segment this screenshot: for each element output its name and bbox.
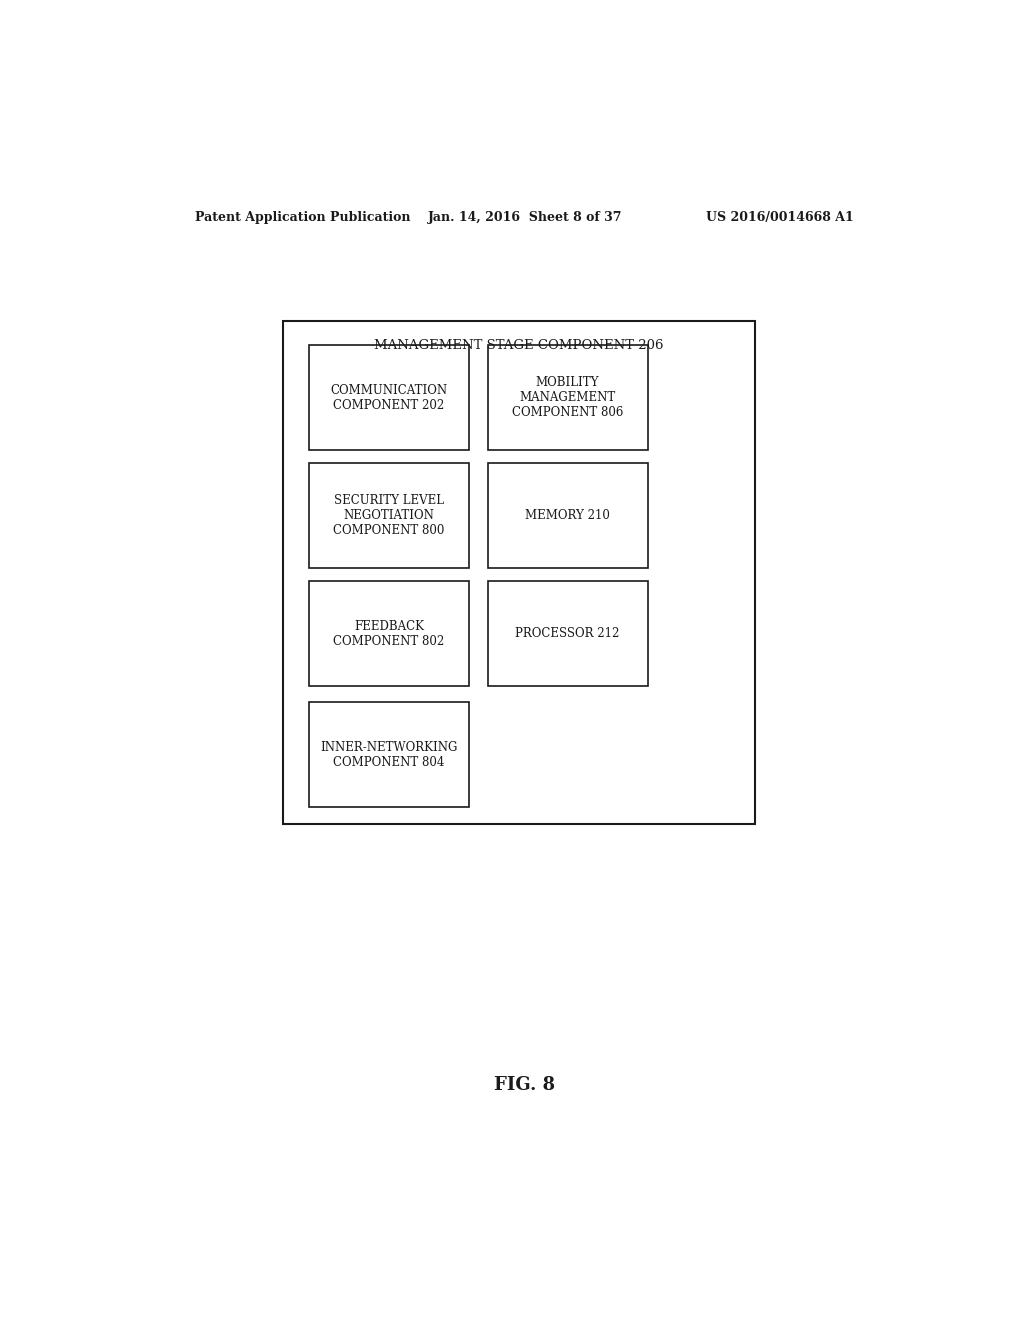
Bar [283, 321, 755, 824]
Bar [309, 463, 469, 568]
Text: MANAGEMENT STAGE COMPONENT 206: MANAGEMENT STAGE COMPONENT 206 [374, 339, 664, 352]
Text: SECURITY LEVEL
NEGOTIATION
COMPONENT 800: SECURITY LEVEL NEGOTIATION COMPONENT 800 [334, 494, 444, 537]
Bar [309, 581, 469, 686]
Text: PROCESSOR 212: PROCESSOR 212 [515, 627, 620, 640]
Text: MOBILITY
MANAGEMENT
COMPONENT 806: MOBILITY MANAGEMENT COMPONENT 806 [512, 376, 624, 420]
Text: Jan. 14, 2016  Sheet 8 of 37: Jan. 14, 2016 Sheet 8 of 37 [428, 211, 622, 224]
Text: COMMUNICATION
COMPONENT 202: COMMUNICATION COMPONENT 202 [331, 384, 447, 412]
Text: MEMORY 210: MEMORY 210 [525, 510, 610, 523]
Text: FEEDBACK
COMPONENT 802: FEEDBACK COMPONENT 802 [334, 619, 444, 648]
Bar [487, 581, 648, 686]
Bar [487, 463, 648, 568]
Text: US 2016/0014668 A1: US 2016/0014668 A1 [707, 211, 854, 224]
Text: FIG. 8: FIG. 8 [495, 1076, 555, 1094]
Bar [487, 346, 648, 450]
Text: Patent Application Publication: Patent Application Publication [196, 211, 411, 224]
Text: INNER-NETWORKING
COMPONENT 804: INNER-NETWORKING COMPONENT 804 [321, 741, 458, 768]
Bar [309, 702, 469, 807]
Bar [309, 346, 469, 450]
